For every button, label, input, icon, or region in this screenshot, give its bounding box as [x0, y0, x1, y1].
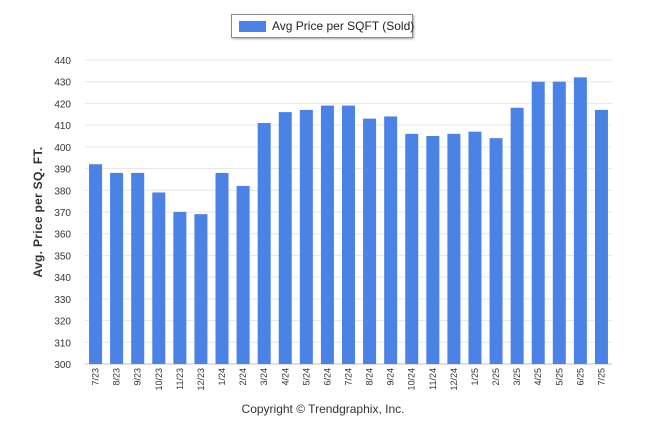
x-tick-label: 7/23 [91, 368, 101, 386]
legend-label: Avg Price per SQFT (Sold) [272, 19, 415, 33]
bar-5-25[interactable] [552, 81, 566, 364]
legend-swatch [239, 21, 266, 32]
bar-3-24[interactable] [257, 122, 271, 364]
x-tick-label: 12/24 [449, 368, 459, 391]
legend[interactable]: Avg Price per SQFT (Sold) [231, 14, 415, 38]
y-tick-label: 380 [54, 186, 71, 197]
bar-4-24[interactable] [278, 112, 292, 364]
y-tick-label: 430 [54, 78, 71, 89]
bars [89, 77, 608, 365]
bar-8-23[interactable] [110, 172, 124, 364]
x-tick-label: 11/23 [175, 368, 185, 390]
x-tick-label: 2/25 [491, 368, 501, 386]
bar-9-24[interactable] [384, 116, 398, 364]
y-tick-label: 400 [54, 143, 71, 154]
x-tick-label: 5/25 [554, 368, 564, 386]
y-tick-label: 320 [54, 317, 71, 328]
x-tick-label: 7/24 [344, 368, 354, 386]
x-tick-label: 4/25 [533, 368, 543, 386]
bar-1-25[interactable] [468, 131, 482, 364]
x-tick-label: 10/23 [154, 368, 164, 391]
x-tick-label: 9/23 [133, 368, 143, 386]
y-tick-label: 420 [54, 99, 71, 110]
y-tick-label: 340 [54, 273, 71, 284]
bar-8-24[interactable] [363, 118, 377, 364]
x-tick-label: 4/24 [280, 368, 290, 386]
bar-5-24[interactable] [299, 109, 313, 364]
bar-11-23[interactable] [173, 212, 187, 364]
x-axis-tick-labels: 7/23 8/23 9/23 10/23 11/23 12/23 1/24 2/24 3/24 4… [91, 368, 607, 391]
y-tick-label: 310 [54, 338, 71, 349]
bar-6-25[interactable] [573, 77, 587, 364]
bar-12-23[interactable] [194, 214, 208, 364]
bar-10-24[interactable] [405, 133, 419, 364]
x-tick-label: 1/25 [470, 368, 480, 386]
y-axis-tick-labels: 300 310 320 330 340 350 360 370 380 390 400 410 420 4… [54, 56, 71, 371]
y-tick-label: 390 [54, 165, 71, 176]
x-tick-label: 11/24 [428, 368, 438, 390]
bar-2-25[interactable] [489, 138, 503, 364]
y-tick-label: 440 [54, 56, 71, 67]
x-tick-label: 5/24 [301, 368, 311, 386]
x-tick-label: 8/24 [365, 368, 375, 386]
y-tick-label: 360 [54, 230, 71, 241]
y-tick-label: 410 [54, 121, 71, 132]
x-tick-label: 3/25 [512, 368, 522, 386]
bar-7-25[interactable] [594, 109, 608, 364]
x-tick-label: 6/24 [322, 368, 332, 386]
bar-1-24[interactable] [215, 172, 229, 364]
bar-11-24[interactable] [426, 136, 440, 364]
x-tick-label: 6/25 [575, 368, 585, 386]
x-tick-label: 9/24 [386, 368, 396, 386]
copyright-text: Copyright © Trendgraphix, Inc. [241, 402, 405, 416]
y-tick-label: 350 [54, 251, 71, 262]
x-tick-label: 10/24 [407, 368, 417, 391]
x-tick-label: 1/24 [217, 368, 227, 386]
x-tick-label: 3/24 [259, 368, 269, 386]
x-tick-label: 12/23 [196, 368, 206, 391]
x-tick-label: 7/25 [596, 368, 606, 386]
bar-9-23[interactable] [131, 172, 145, 364]
bar-6-24[interactable] [320, 105, 334, 364]
y-tick-label: 370 [54, 208, 71, 219]
y-tick-label: 300 [54, 360, 71, 371]
y-axis-label: Avg. Price per SQ. FT. [31, 146, 45, 278]
bar-2-24[interactable] [236, 185, 250, 364]
bar-7-23[interactable] [89, 164, 103, 364]
x-tick-label: 8/23 [112, 368, 122, 386]
bar-7-24[interactable] [342, 105, 355, 364]
bar-4-25[interactable] [531, 81, 545, 364]
bar-10-23[interactable] [152, 192, 166, 364]
bar-3-25[interactable] [510, 107, 524, 365]
x-tick-label: 2/24 [238, 368, 248, 386]
bar-12-24[interactable] [447, 133, 461, 364]
y-tick-label: 330 [54, 295, 71, 306]
